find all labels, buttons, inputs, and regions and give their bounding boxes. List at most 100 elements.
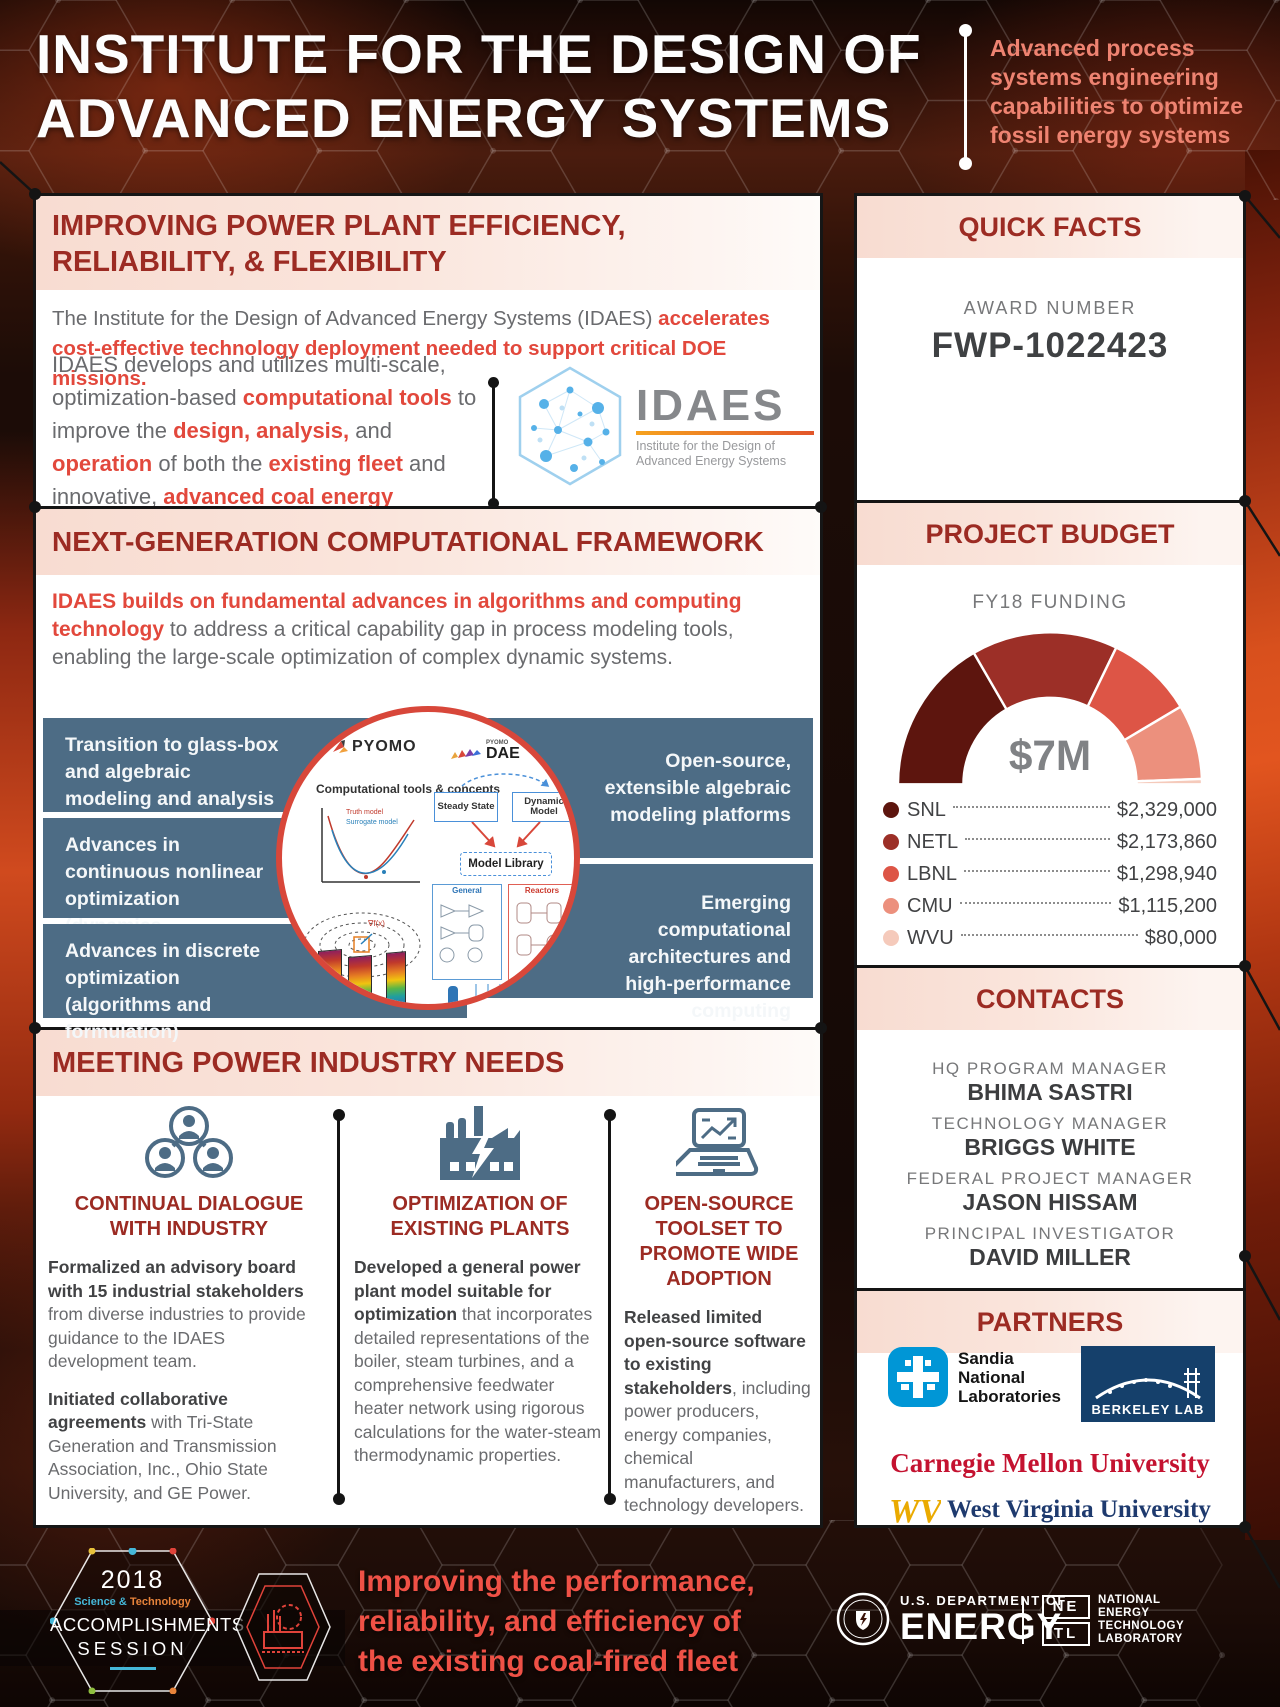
model-flow-arrows — [461, 773, 550, 848]
sidebar-divider — [854, 965, 1246, 968]
pyomo-bird-icon — [333, 740, 348, 753]
reactor-units-sketch — [516, 902, 562, 956]
section1-divider-line — [488, 377, 499, 509]
badge-underline — [109, 1667, 156, 1670]
budget-legend: SNL $2,329,000 NETL $2,173,860 LBNL $1,2… — [883, 794, 1217, 954]
legend-dot — [883, 834, 899, 850]
dae-birds-icon — [451, 749, 481, 759]
legend-dot — [883, 802, 899, 818]
svg-text:Surrogate model: Surrogate model — [346, 819, 398, 826]
idaes-tagline: Advanced Energy Systems — [636, 454, 787, 468]
footer-separator — [1022, 1598, 1024, 1644]
badge-plant-hexagon — [235, 1573, 331, 1681]
idaes-tagline: Institute for the Design of — [636, 439, 775, 453]
footer-tagline: Improving the performance, reliability, … — [358, 1565, 755, 1678]
column-paragraph: Formalized an advisory board with 15 ind… — [48, 1257, 306, 1371]
section3-heading: MEETING POWER INDUSTRY NEEDS — [36, 1030, 820, 1096]
legend-leader — [952, 805, 1110, 808]
legend-row: SNL $2,329,000 — [883, 794, 1217, 826]
page-title: INSTITUTE FOR THE DESIGN OF ADVANCED ENE… — [36, 23, 922, 149]
section-divider — [33, 1027, 823, 1030]
sandia-thunderbird-icon — [888, 1347, 948, 1407]
gauge-total-label: $7M — [1009, 732, 1091, 779]
column-title: OPTIMIZATION OF EXISTING PLANTS — [390, 1193, 570, 1240]
people-network-icon — [145, 1106, 233, 1178]
idaes-hexagon-icon — [518, 366, 622, 486]
svg-text:Truth model: Truth model — [346, 809, 384, 816]
pyomo-dae-logo: PYOMO DAE — [450, 740, 520, 762]
section1-intro: The Institute for the Design of Advanced… — [52, 307, 770, 390]
contacts-heading: CONTACTS — [857, 968, 1243, 1030]
column-paragraph: Developed a general power plant model su… — [354, 1257, 602, 1465]
column-paragraph: Released limited open-source software to… — [624, 1307, 811, 1515]
main-panel: IMPROVING POWER PLANT EFFICIENCY, RELIAB… — [33, 193, 823, 1528]
computational-tools-diagram: PYOMO PYOMO DAE Computational tools & co… — [276, 706, 580, 1010]
general-units-sketch — [439, 904, 485, 963]
section1-heading: IMPROVING POWER PLANT EFFICIENCY, RELIAB… — [36, 196, 820, 290]
column-divider — [332, 1109, 345, 1505]
sidebar-divider — [854, 1288, 1246, 1291]
sidebar-divider — [854, 500, 1246, 503]
column-paragraph: Initiated collaborative agreements with … — [48, 1388, 277, 1503]
budget-subtitle: FY18 FUNDING — [972, 592, 1128, 613]
contact-entry: FEDERAL PROJECT MANAGER JASON HISSAM — [906, 1169, 1194, 1215]
boiler-model-bar — [318, 948, 342, 1004]
model-library-reactors-panel: Reactors — [508, 884, 574, 980]
wvu-flying-wv-icon: WV — [889, 1493, 941, 1530]
svg-text:∇f(x): ∇f(x) — [367, 919, 385, 928]
contact-entry: TECHNOLOGY MANAGER BRIGGS WHITE — [931, 1114, 1169, 1160]
contact-entry: PRINCIPAL INVESTIGATOR DAVID MILLER — [924, 1224, 1176, 1270]
legend-row: NETL $2,173,860 — [883, 826, 1217, 858]
boiler-model-bar — [386, 951, 406, 1004]
dynamic-model-box: Dynamic Model — [512, 792, 574, 822]
header-divider — [959, 24, 972, 170]
netl-logo: NE TL NATIONAL ENERGY TECHNOLOGY LABORAT… — [1042, 1594, 1184, 1646]
carnegie-mellon-logo: Carnegie Mellon University — [890, 1448, 1210, 1478]
section2-intro: IDAES builds on fundamental advances in … — [52, 590, 742, 669]
surrogate-plot: Truth model Surrogate model — [321, 808, 420, 883]
section2-heading: NEXT-GENERATION COMPUTATIONAL FRAMEWORK — [36, 509, 820, 575]
sidebar-panel: QUICK FACTS AWARD NUMBER FWP-1022423 PRO… — [854, 193, 1246, 1530]
industry-column-optimization: OPTIMIZATION OF EXISTING PLANTS Develope… — [354, 1104, 606, 1468]
quick-facts-heading: QUICK FACTS — [857, 196, 1243, 258]
legend-row: WVU $80,000 — [883, 922, 1217, 954]
circulation-sketch — [448, 984, 537, 1004]
legend-leader — [959, 901, 1112, 904]
pyomo-logo: PYOMO — [332, 738, 417, 756]
page-subtitle: Advanced process systems engineering cap… — [990, 35, 1244, 148]
berkeley-bridge-icon — [1095, 1368, 1201, 1400]
idaes-wordmark: IDAES — [636, 381, 786, 430]
model-library-general-panel: General — [432, 884, 502, 980]
idaes-logo: IDAES Institute for the Design of Advanc… — [514, 364, 814, 488]
right-edge-accent — [1245, 150, 1280, 1540]
doe-seal-icon — [836, 1592, 890, 1646]
industry-column-dialogue: CONTINUAL DIALOGUE WITH INDUSTRY Formali… — [48, 1104, 330, 1505]
legend-dot — [883, 930, 899, 946]
column-divider — [603, 1109, 616, 1505]
legend-row: CMU $1,115,200 — [883, 890, 1217, 922]
legend-leader — [960, 933, 1138, 936]
badge-text: 2018 Science & Technology ACCOMPLISHMENT… — [50, 1566, 244, 1670]
column-title: OPEN-SOURCE TOOLSET TO PROMOTE WIDE ADOP… — [639, 1193, 799, 1290]
laptop-chart-icon — [676, 1108, 759, 1176]
west-virginia-logo: WV West Virginia University — [857, 1490, 1243, 1530]
award-number-label: AWARD NUMBER — [963, 298, 1137, 318]
industry-column-opensource: OPEN-SOURCE TOOLSET TO PROMOTE WIDE ADOP… — [624, 1104, 814, 1518]
column-title: CONTINUAL DIALOGUE WITH INDUSTRY — [74, 1193, 304, 1240]
boiler-model-bar — [348, 954, 372, 1004]
model-library-box: Model Library — [460, 852, 552, 876]
partners-heading: PARTNERS — [857, 1291, 1243, 1353]
sandia-logo: Sandia National Laboratories — [887, 1346, 1061, 1408]
doe-logo: U.S. DEPARTMENT OF ENERGY — [836, 1592, 1067, 1646]
svg-text:WV: WV — [889, 1493, 941, 1530]
left-edge-accent — [0, 430, 33, 1350]
budget-gauge-chart: $7M — [896, 631, 1204, 786]
plant-badge — [232, 1570, 334, 1684]
framework-box-discrete: Advances in discrete optimization (algor… — [43, 924, 467, 1043]
legend-dot — [883, 898, 899, 914]
section1-body: IDAES develops and utilizes multi-scale,… — [52, 352, 477, 542]
legend-leader — [964, 869, 1110, 872]
idaes-underline — [636, 431, 814, 435]
award-number-value: FWP-1022423 — [931, 326, 1169, 365]
